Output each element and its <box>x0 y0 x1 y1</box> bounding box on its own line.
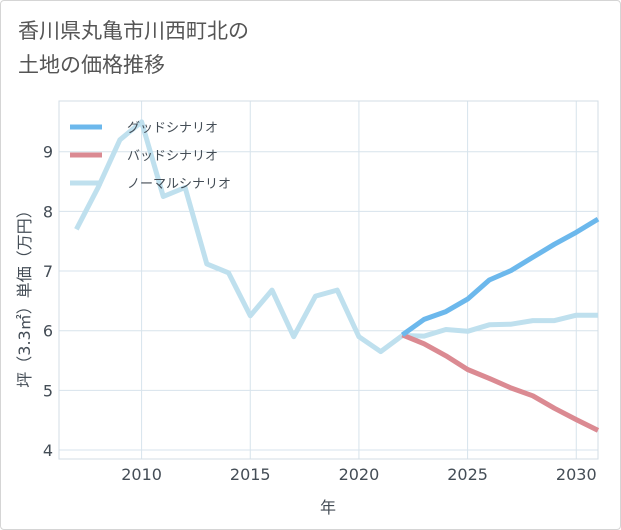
y-tick-label-6: 6 <box>43 322 53 341</box>
y-tick-label-7: 7 <box>43 262 53 281</box>
series-layer <box>74 119 600 433</box>
grid-layer <box>59 101 598 459</box>
legend-label-good: グッドシナリオ <box>127 121 218 136</box>
series-line-good <box>400 216 600 337</box>
x-tick-label-2010: 2010 <box>121 465 162 484</box>
x-axis-title: 年 <box>320 498 336 517</box>
chart-title: 香川県丸亀市川西町北の 土地の価格推移 <box>18 14 578 82</box>
legend: グッドシナリオ バッドシナリオ ノーマルシナリオ <box>70 121 231 192</box>
chart-title-line-1: 香川県丸亀市川西町北の <box>18 19 249 43</box>
series-line-bad <box>401 332 600 433</box>
y-axis-title: 坪（3.3㎡）単価（万円） <box>15 202 34 387</box>
y-tick-label-9: 9 <box>43 143 53 162</box>
x-tick-label-2030: 2030 <box>556 465 597 484</box>
tick-layer: 2010 2015 2020 2025 2030 4 5 6 7 8 9 <box>43 143 597 484</box>
y-tick-label-5: 5 <box>43 381 53 400</box>
y-tick-label-4: 4 <box>43 441 53 460</box>
plot-area-border <box>58 100 599 460</box>
legend-label-bad: バッドシナリオ <box>127 149 218 164</box>
x-tick-label-2025: 2025 <box>447 465 488 484</box>
y-tick-label-8: 8 <box>43 202 53 221</box>
x-tick-label-2020: 2020 <box>339 465 380 484</box>
x-tick-label-2015: 2015 <box>230 465 271 484</box>
chart-title-line-2: 土地の価格推移 <box>18 53 165 77</box>
legend-label-normal: ノーマルシナリオ <box>127 177 231 192</box>
